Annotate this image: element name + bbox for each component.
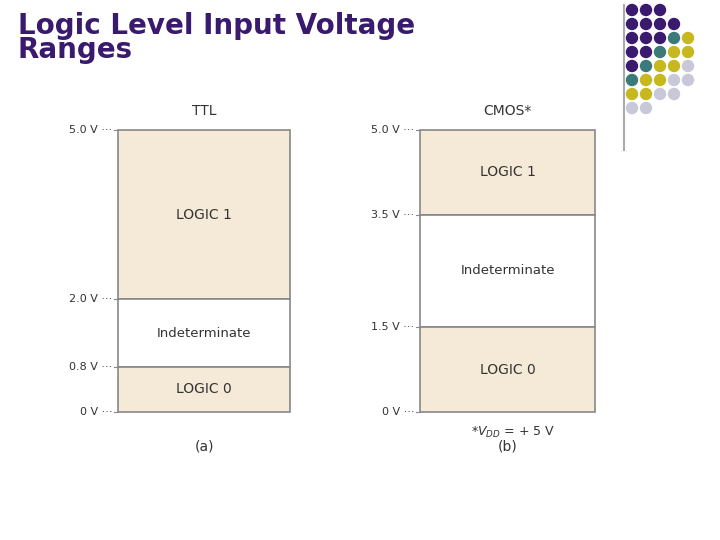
Circle shape (654, 89, 665, 99)
Bar (420, 327, 595, 412)
Circle shape (654, 18, 665, 30)
Circle shape (641, 60, 652, 71)
Text: TTL: TTL (192, 104, 216, 118)
Text: 0.8 V ···: 0.8 V ··· (68, 362, 112, 372)
Circle shape (626, 103, 637, 113)
Circle shape (668, 89, 680, 99)
Circle shape (626, 75, 637, 85)
Text: Ranges: Ranges (18, 36, 133, 64)
Circle shape (641, 32, 652, 44)
Circle shape (654, 32, 665, 44)
Circle shape (626, 46, 637, 57)
Text: LOGIC 0: LOGIC 0 (480, 363, 536, 377)
Circle shape (654, 60, 665, 71)
Circle shape (626, 4, 637, 16)
Circle shape (654, 75, 665, 85)
Text: 5.0 V ···: 5.0 V ··· (371, 125, 414, 135)
Circle shape (654, 46, 665, 57)
Circle shape (668, 46, 680, 57)
Bar (420, 214, 595, 327)
Text: LOGIC 1: LOGIC 1 (480, 165, 536, 179)
Circle shape (654, 4, 665, 16)
Text: Indeterminate: Indeterminate (460, 265, 554, 278)
Circle shape (683, 75, 693, 85)
Circle shape (683, 46, 693, 57)
Circle shape (641, 18, 652, 30)
Text: 3.5 V ···: 3.5 V ··· (371, 210, 414, 220)
Text: CMOS*: CMOS* (483, 104, 531, 118)
Circle shape (641, 46, 652, 57)
Circle shape (683, 32, 693, 44)
Text: (b): (b) (498, 440, 518, 454)
Text: 0 V ···: 0 V ··· (79, 407, 112, 417)
Circle shape (668, 18, 680, 30)
Circle shape (641, 75, 652, 85)
Text: $*V_{DD}$ = + 5 V: $*V_{DD}$ = + 5 V (471, 425, 554, 440)
Circle shape (668, 32, 680, 44)
Circle shape (626, 32, 637, 44)
Text: 0 V ···: 0 V ··· (382, 407, 414, 417)
Text: 1.5 V ···: 1.5 V ··· (371, 322, 414, 333)
Text: 5.0 V ···: 5.0 V ··· (69, 125, 112, 135)
Text: Logic Level Input Voltage: Logic Level Input Voltage (18, 12, 415, 40)
Bar (118, 130, 290, 299)
Text: LOGIC 1: LOGIC 1 (176, 207, 232, 221)
Circle shape (626, 18, 637, 30)
Circle shape (641, 4, 652, 16)
Circle shape (668, 60, 680, 71)
Circle shape (626, 89, 637, 99)
Circle shape (641, 89, 652, 99)
Circle shape (641, 103, 652, 113)
Text: (a): (a) (194, 440, 214, 454)
Text: LOGIC 0: LOGIC 0 (176, 382, 232, 396)
Bar (118, 299, 290, 367)
Bar (420, 130, 595, 214)
Circle shape (668, 75, 680, 85)
Circle shape (626, 60, 637, 71)
Text: Indeterminate: Indeterminate (157, 327, 251, 340)
Text: 2.0 V ···: 2.0 V ··· (68, 294, 112, 304)
Circle shape (683, 60, 693, 71)
Bar (118, 367, 290, 412)
